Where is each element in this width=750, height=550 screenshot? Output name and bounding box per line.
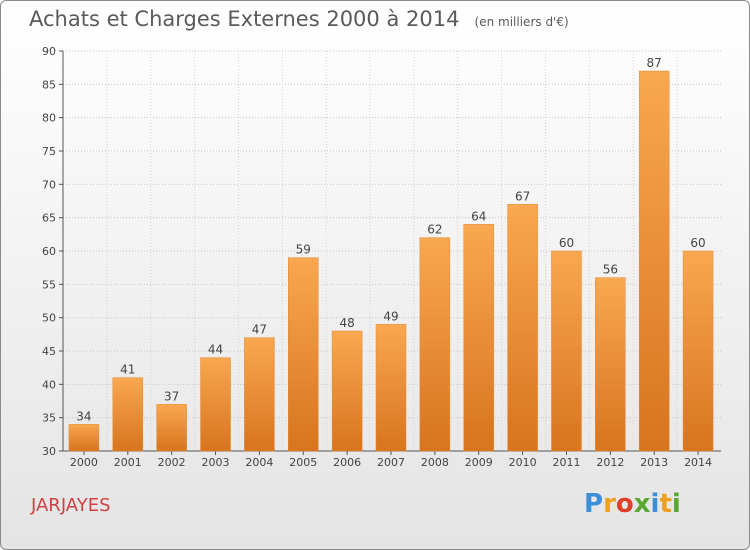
y-tick-label: 45 xyxy=(42,345,56,358)
x-tick-label-2007: 2007 xyxy=(377,456,405,469)
bar-2000 xyxy=(68,424,100,452)
bar-2009 xyxy=(463,224,494,452)
value-label-2001: 41 xyxy=(120,363,135,377)
chart-subtitle: (en milliers d'€) xyxy=(474,15,569,29)
x-tick-label-2014: 2014 xyxy=(684,456,712,469)
y-tick-label: 80 xyxy=(42,112,56,125)
y-tick-label: 75 xyxy=(42,145,56,158)
x-tick-label-2001: 2001 xyxy=(114,456,142,469)
value-label-2005: 59 xyxy=(296,243,311,257)
value-label-2012: 56 xyxy=(603,263,618,277)
x-tick-label-2002: 2002 xyxy=(158,456,186,469)
bar-2007 xyxy=(375,324,407,452)
chart-title: Achats et Charges Externes 2000 à 2014 xyxy=(29,7,460,31)
value-label-2008: 62 xyxy=(427,223,442,237)
y-tick-label: 55 xyxy=(42,278,56,291)
x-tick-label-2006: 2006 xyxy=(333,456,361,469)
value-label-2003: 44 xyxy=(208,343,223,357)
logo-letter: P xyxy=(584,489,604,519)
x-tick-label-2009: 2009 xyxy=(465,456,493,469)
y-tick-label: 35 xyxy=(42,412,56,425)
x-tick-label-2004: 2004 xyxy=(245,456,273,469)
bar-2011 xyxy=(551,250,582,452)
value-label-2004: 47 xyxy=(252,323,267,337)
logo-letter: r xyxy=(603,489,616,519)
bar-2001 xyxy=(112,377,144,452)
x-tick-label-2013: 2013 xyxy=(640,456,668,469)
x-tick-label-2005: 2005 xyxy=(289,456,317,469)
y-tick-label: 50 xyxy=(42,312,56,325)
value-label-2007: 49 xyxy=(383,309,398,323)
logo-letter: o xyxy=(615,489,634,519)
value-label-2011: 60 xyxy=(559,236,574,250)
x-tick-label-2011: 2011 xyxy=(552,456,580,469)
logo-letter: x xyxy=(633,489,651,519)
logo-letter: i xyxy=(650,489,660,519)
bar-2012 xyxy=(595,277,626,452)
value-label-2014: 60 xyxy=(690,236,705,250)
y-tick-label: 30 xyxy=(42,445,56,458)
x-tick-label-2008: 2008 xyxy=(421,456,449,469)
bar-2003 xyxy=(200,357,231,452)
y-tick-label: 70 xyxy=(42,178,56,191)
bar-2010 xyxy=(507,204,538,452)
value-label-2006: 48 xyxy=(339,316,354,330)
bar-2014 xyxy=(682,250,714,452)
y-tick-label: 85 xyxy=(42,78,56,91)
commune-name: JARJAYES xyxy=(31,495,111,516)
x-tick-label-2003: 2003 xyxy=(202,456,230,469)
label-layer: 34 41 37 44 47 59 48 49 62 64 67 60 56 87 60 xyxy=(76,56,705,423)
bar-2008 xyxy=(419,237,451,452)
y-tick-label: 65 xyxy=(42,212,56,225)
value-label-2000: 34 xyxy=(76,409,91,423)
y-tick-label: 60 xyxy=(42,245,56,258)
title-row: Achats et Charges Externes 2000 à 2014 (… xyxy=(29,7,569,31)
value-label-2010: 67 xyxy=(515,189,530,203)
y-tick-label: 90 xyxy=(42,45,56,58)
y-tick-label: 40 xyxy=(42,378,56,391)
proxiti-logo: Proxiti xyxy=(584,489,681,519)
x-tick-label-2010: 2010 xyxy=(509,456,537,469)
bar-2002 xyxy=(156,404,187,452)
x-tick-label-2012: 2012 xyxy=(596,456,624,469)
grid-layer xyxy=(63,50,721,452)
bar-2005 xyxy=(288,257,319,452)
logo-letter: t xyxy=(659,489,672,519)
x-tick-label-2000: 2000 xyxy=(70,456,98,469)
logo-letter: i xyxy=(671,489,681,519)
bar-2013 xyxy=(638,70,670,452)
bar-layer xyxy=(68,70,714,452)
value-label-2013: 87 xyxy=(647,56,662,70)
bar-2004 xyxy=(244,337,275,452)
bar-2006 xyxy=(331,330,363,452)
value-label-2002: 37 xyxy=(164,389,179,403)
value-label-2009: 64 xyxy=(471,209,486,223)
